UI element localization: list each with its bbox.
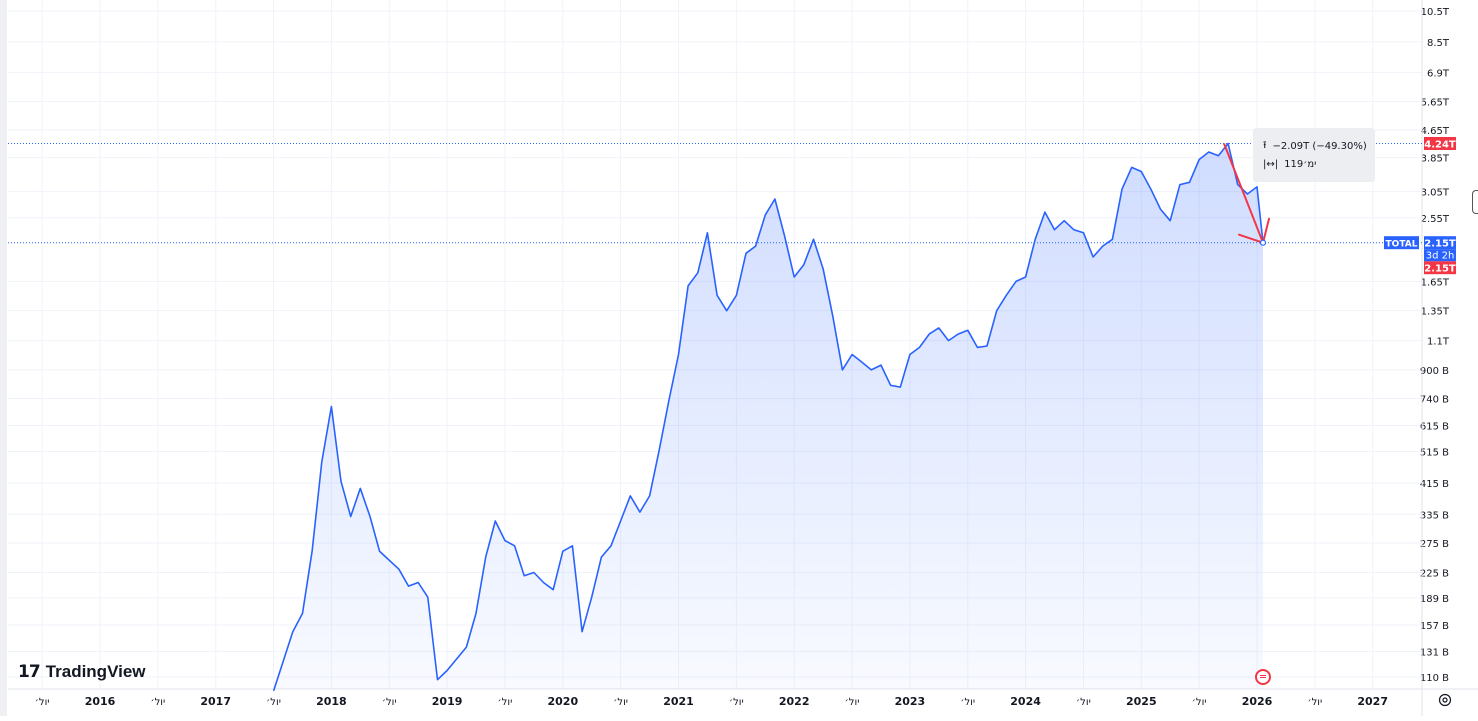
y-tick-label: 275 B — [1420, 539, 1449, 550]
us-flag-event-icon[interactable] — [1255, 669, 1271, 685]
y-tick-label: 5.65T — [1421, 98, 1450, 109]
price-change-row: ⭱ −2.09T (−49.30%) — [1263, 138, 1367, 155]
x-axis-ticks: יול׳ 2016 יול׳ 2017 יול׳ 2018 יול׳ 2019 יול׳ 2020… — [35, 695, 1388, 708]
measure-bottom-price-tag: 2.15T — [1424, 261, 1456, 275]
measure-arrow-line[interactable] — [1223, 143, 1264, 244]
right-panel-toggle[interactable] — [1472, 190, 1478, 214]
x-tick-label: יול׳ — [35, 697, 50, 708]
tradingview-logo-text: TradingView — [45, 662, 146, 681]
y-tick-label: 10.5T — [1421, 7, 1450, 18]
price-range-icon: ⭱ — [1263, 140, 1267, 151]
y-tick-label: 189 B — [1420, 594, 1449, 605]
x-tick-label: יול׳ — [845, 697, 860, 708]
series-area-fill — [273, 143, 1264, 691]
x-tick-label: 2018 — [316, 695, 347, 708]
x-tick-label: 2025 — [1126, 695, 1157, 708]
y-tick-label: 4.65T — [1421, 126, 1450, 137]
x-tick-label: יול׳ — [150, 697, 165, 708]
x-tick-label: יול׳ — [729, 697, 744, 708]
y-tick-label: 157 B — [1420, 621, 1449, 632]
x-tick-label: 2023 — [895, 695, 926, 708]
y-tick-label: 415 B — [1420, 479, 1449, 490]
y-tick-label: 740 B — [1420, 395, 1449, 406]
series-line[interactable] — [272, 142, 1264, 692]
measure-top-price-tag-text: 4.24T — [1424, 139, 1456, 150]
x-tick-label: 2017 — [200, 695, 231, 708]
y-tick-label: 225 B — [1420, 568, 1449, 579]
y-tick-label: 2.55T — [1421, 214, 1450, 225]
y-tick-label: 335 B — [1420, 510, 1449, 521]
x-tick-label: 2024 — [1010, 695, 1041, 708]
y-axis-ticks: 10.5T 8.5T 6.9T 5.65T 4.65T 3.85T 3.05T 2.55T 1.… — [1420, 7, 1450, 684]
bars-range-row: |↔| 119ימ׳ — [1263, 159, 1316, 170]
price-change-text: −2.09T (−49.30%) — [1272, 141, 1367, 152]
current-price-tag-text: 2.15T — [1424, 239, 1456, 250]
x-tick-label: 2016 — [85, 695, 116, 708]
x-tick-label: 2019 — [432, 695, 463, 708]
left-panel-edge — [0, 0, 7, 716]
symbol-name-text: TOTAL — [1386, 240, 1418, 250]
x-tick-label: יול׳ — [266, 697, 281, 708]
y-tick-label: 3.85T — [1421, 154, 1450, 165]
y-tick-label: 8.5T — [1427, 38, 1450, 49]
date-range-icon: |↔| — [1263, 159, 1279, 170]
x-tick-label: 2020 — [547, 695, 578, 708]
bar-countdown-tag: 3d 2h — [1424, 249, 1456, 262]
x-tick-label: 2026 — [1242, 695, 1273, 708]
x-tick-label: יול׳ — [1076, 697, 1091, 708]
y-tick-label: 1.35T — [1421, 307, 1450, 318]
x-tick-label: יול׳ — [960, 697, 975, 708]
x-tick-label: יול׳ — [498, 697, 513, 708]
x-tick-label: יול׳ — [382, 697, 397, 708]
symbol-name-tag: TOTAL — [1384, 236, 1419, 250]
x-tick-label: יול׳ — [1192, 697, 1207, 708]
settings-gear-icon[interactable] — [1437, 692, 1453, 708]
x-tick-label: יול׳ — [613, 697, 628, 708]
tradingview-logo[interactable]: 17 TradingView — [18, 662, 146, 682]
y-tick-label: 615 B — [1420, 422, 1449, 433]
tradingview-logo-icon: 17 — [18, 662, 41, 682]
current-value-dot — [1259, 239, 1267, 246]
y-tick-label: 3.05T — [1421, 188, 1450, 199]
measure-tooltip: ⭱ −2.09T (−49.30%) |↔| 119ימ׳ — [1253, 128, 1375, 182]
y-tick-label: 1.1T — [1427, 337, 1450, 348]
y-tick-label: 6.9T — [1427, 68, 1450, 79]
bars-range-text: 119ימ׳ — [1284, 159, 1317, 170]
bar-countdown-text: 3d 2h — [1426, 251, 1455, 262]
current-price-tag: 2.15T — [1424, 236, 1456, 250]
measure-top-price-tag: 4.24T — [1424, 136, 1456, 150]
x-tick-label: 2027 — [1357, 695, 1388, 708]
y-tick-label: 131 B — [1420, 647, 1449, 658]
y-tick-label: 1.65T — [1421, 277, 1450, 288]
x-tick-label: 2022 — [779, 695, 810, 708]
measure-bottom-price-tag-text: 2.15T — [1424, 264, 1456, 275]
y-tick-label: 900 B — [1420, 366, 1449, 377]
x-tick-label: 2021 — [663, 695, 694, 708]
y-tick-label: 110 B — [1420, 673, 1449, 684]
y-tick-label: 515 B — [1420, 447, 1449, 458]
x-tick-label: יול׳ — [1307, 697, 1322, 708]
